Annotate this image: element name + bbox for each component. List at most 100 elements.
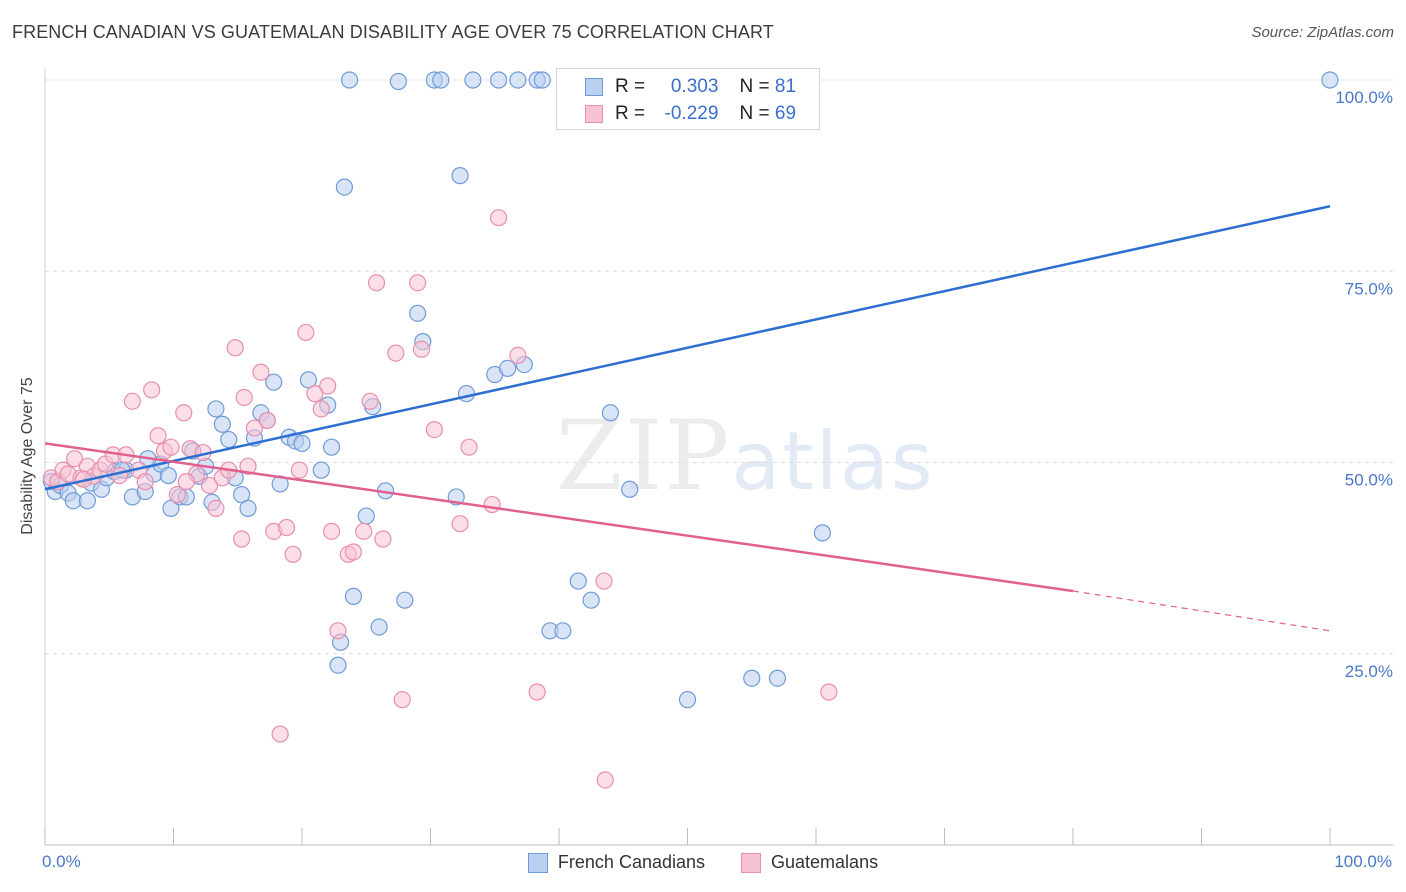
watermark-atlas: atlas (731, 415, 935, 508)
legend-swatch-blue (585, 78, 603, 96)
data-point (483, 495, 501, 514)
data-point (490, 209, 508, 227)
data-point (162, 438, 180, 456)
data-point (226, 339, 244, 357)
gridlines (45, 79, 1393, 655)
data-point (177, 473, 195, 491)
data-point (110, 466, 129, 485)
data-point (290, 461, 309, 479)
legend-label: Guatemalans (771, 852, 879, 872)
y-tick-label: 50.0% (1345, 471, 1393, 490)
data-point (389, 72, 407, 91)
data-point (123, 392, 141, 410)
data-point (168, 486, 186, 504)
data-point (239, 457, 257, 475)
data-point (159, 466, 177, 485)
data-point (220, 430, 238, 449)
legend-r-label: R = (615, 76, 646, 97)
data-point (312, 400, 330, 418)
trend-line-french-canadians (44, 205, 1331, 491)
data-point (595, 572, 613, 590)
data-point (162, 499, 180, 517)
series-french-canadians (42, 71, 1339, 709)
legend-row-french-canadians: R = 0.303 N = 81 (557, 73, 796, 101)
legend-item-french-canadians[interactable]: French Canadians (527, 852, 706, 873)
watermark-zip: ZIP (556, 400, 732, 512)
data-point (621, 480, 639, 498)
data-point (136, 473, 154, 491)
data-point (432, 71, 450, 89)
data-point (678, 691, 697, 709)
legend-item-guatemalans[interactable]: Guatemalans (741, 852, 878, 873)
data-point (451, 515, 469, 533)
data-point (344, 543, 362, 561)
data-point (490, 71, 508, 89)
legend-n-label: N = (739, 76, 770, 97)
data-point (820, 683, 838, 701)
y-tick-label: 25.0% (1345, 662, 1393, 681)
data-point (245, 419, 264, 437)
data-point (233, 530, 251, 548)
data-point (409, 304, 427, 322)
data-point (528, 683, 546, 701)
x-tick-label-max: 100.0% (1334, 852, 1392, 871)
data-point (499, 359, 517, 378)
y-tick-labels: 25.0% 50.0% 75.0% 100.0% (1335, 88, 1393, 681)
data-point (357, 507, 375, 525)
data-point (149, 427, 167, 445)
data-point (464, 71, 482, 89)
data-point (374, 530, 392, 548)
data-point (409, 274, 427, 292)
data-point (1321, 71, 1339, 89)
data-point (329, 622, 347, 640)
data-point (299, 371, 318, 389)
data-point (277, 518, 296, 537)
data-point (265, 373, 283, 391)
source-label: Source: ZipAtlas.com (1251, 24, 1394, 41)
data-point (143, 381, 161, 399)
legend-r-value: -0.229 (664, 103, 719, 124)
data-point (312, 461, 330, 479)
data-point (425, 421, 443, 439)
data-point (239, 499, 257, 517)
data-point (329, 656, 347, 674)
axes (44, 68, 1393, 846)
legend-r-label: R = (615, 103, 646, 124)
watermark: ZIPatlas (556, 400, 935, 512)
y-tick-label: 100.0% (1335, 88, 1393, 107)
data-point (175, 404, 193, 422)
trend-line-guatemalans (44, 442, 1074, 593)
data-point (207, 499, 225, 517)
legend-n-label: N = (739, 103, 770, 124)
data-point (284, 545, 302, 563)
legend-r-value: 0.303 (670, 76, 719, 97)
data-point (207, 400, 225, 418)
x-tick-label-min: 0.0% (42, 852, 81, 871)
data-point (213, 415, 231, 433)
data-point (258, 411, 276, 430)
data-point (322, 522, 341, 540)
y-tick-label: 75.0% (1345, 279, 1393, 298)
data-point (533, 71, 551, 89)
data-point (297, 323, 315, 342)
data-point (396, 591, 414, 609)
series-guatemalans (42, 209, 838, 789)
legend-label: French Canadians (557, 852, 706, 872)
data-point (460, 438, 478, 456)
data-point (344, 587, 362, 605)
data-point (768, 669, 787, 687)
data-point (293, 434, 311, 452)
data-point (340, 71, 359, 89)
legend-row-guatemalans: R = -0.229 N = 69 (557, 100, 796, 128)
data-point (451, 167, 469, 185)
data-point (582, 591, 600, 609)
data-point (319, 377, 337, 395)
data-point (233, 486, 251, 504)
data-point (271, 725, 289, 743)
correlation-legend: R = 0.303 N = 81 R = -0.229 N = 69 (556, 68, 820, 130)
data-point (78, 492, 97, 510)
data-point (601, 404, 620, 422)
legend-n-value: 69 (774, 103, 797, 124)
legend-swatch-blue (527, 852, 548, 873)
